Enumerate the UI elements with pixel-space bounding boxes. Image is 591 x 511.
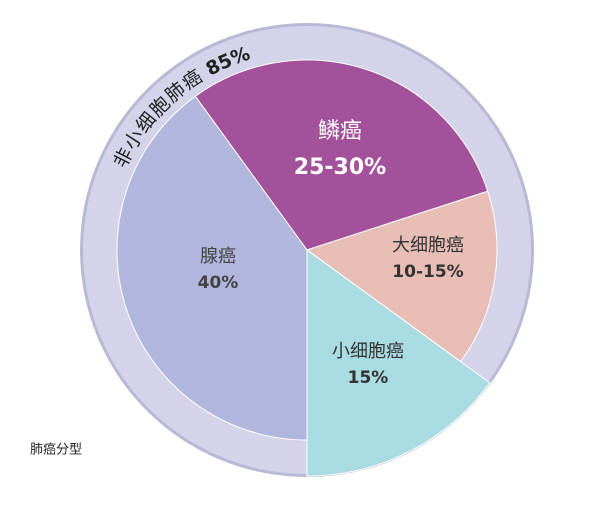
slice-label: 小细胞癌 <box>332 341 404 362</box>
slice-value: 40% <box>198 273 239 293</box>
slice <box>305 190 498 363</box>
slice <box>306 249 491 477</box>
slice-value: 25-30% <box>294 155 386 180</box>
slice <box>194 59 489 251</box>
slice-label: 腺癌 <box>200 246 236 267</box>
slice-value: 15% <box>348 368 389 388</box>
slice-value: 10-15% <box>392 262 463 282</box>
slice <box>116 95 308 441</box>
slice-label: 大细胞癌 <box>392 235 464 256</box>
caption: 肺癌分型 <box>30 442 82 458</box>
slice-label: 鳞癌 <box>318 119 362 144</box>
